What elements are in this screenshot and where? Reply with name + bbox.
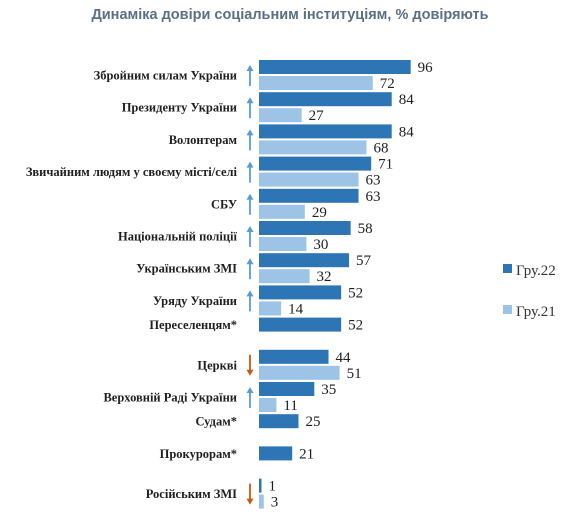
trend-up-arrow-icon	[246, 161, 254, 183]
bar-Гру.21	[259, 204, 305, 219]
bar-Гру.21	[259, 398, 277, 412]
category-label: Переселенцям*	[149, 318, 237, 332]
trend-up-arrow-icon	[246, 65, 254, 86]
data-label: 30	[313, 237, 328, 253]
trend-up-arrow-icon	[246, 129, 254, 151]
data-label: 71	[378, 157, 393, 173]
data-label: 96	[418, 60, 434, 76]
bar-Гру.22	[259, 253, 350, 268]
category-label: Прокурорам*	[160, 447, 237, 461]
bar-Гру.21	[259, 494, 264, 509]
bar-Гру.22	[259, 478, 262, 493]
arrow-head	[246, 498, 254, 505]
category-label: Національній поліції	[118, 230, 238, 244]
bar-Гру.22	[259, 60, 411, 74]
category-label: Волонтерам	[169, 133, 238, 147]
data-label: 21	[299, 446, 314, 462]
category-label: Звичайним людям у своєму місті/селі	[26, 165, 238, 179]
trend-up-arrow-icon	[246, 258, 254, 280]
bar-Гру.22	[259, 92, 392, 107]
data-label: 58	[358, 221, 373, 237]
data-label: 72	[380, 76, 395, 92]
data-label: 68	[373, 140, 388, 156]
data-label: 14	[288, 301, 304, 317]
data-label: 84	[399, 92, 415, 108]
legend-label: Гру.21	[516, 304, 556, 320]
category-label: Судам*	[195, 415, 237, 429]
category-label: СБУ	[211, 197, 237, 211]
data-label: 27	[309, 108, 325, 124]
arrow-head	[246, 161, 254, 168]
bar-Гру.22	[259, 317, 342, 332]
trend-up-arrow-icon	[246, 97, 254, 119]
trend-up-arrow-icon	[246, 387, 254, 408]
category-label: Уряду України	[153, 294, 237, 308]
trend-up-arrow-icon	[246, 290, 254, 312]
arrow-head	[246, 258, 254, 265]
arrow-head	[246, 65, 254, 71]
data-label: 63	[366, 189, 381, 205]
data-label: 3	[271, 495, 279, 511]
arrow-head	[246, 226, 254, 232]
data-label: 32	[317, 269, 332, 285]
bar-Гру.21	[259, 108, 302, 123]
data-label: 84	[399, 124, 415, 140]
data-label: 25	[306, 414, 321, 430]
bar-Гру.22	[259, 156, 372, 171]
trend-up-arrow-icon	[246, 193, 254, 215]
legend-swatch	[503, 305, 512, 314]
bar-Гру.22	[259, 221, 351, 235]
data-label: 35	[321, 382, 336, 398]
bar-Гру.22	[259, 414, 299, 429]
arrow-head	[246, 387, 254, 393]
data-label: 63	[366, 173, 381, 189]
data-label: 11	[283, 398, 297, 414]
bar-Гру.21	[259, 172, 359, 187]
bar-Гру.21	[259, 237, 307, 251]
data-label: 57	[356, 253, 372, 269]
bar-Гру.22	[259, 188, 359, 203]
data-label: 52	[348, 285, 363, 301]
bar-Гру.22	[259, 285, 342, 300]
data-label: 52	[348, 318, 363, 334]
trend-down-arrow-icon	[246, 354, 254, 376]
category-label: Збройним силам України	[94, 69, 237, 83]
data-label: 44	[336, 350, 352, 366]
bar-Гру.21	[259, 269, 310, 284]
legend-label: Гру.22	[516, 263, 556, 279]
bar-Гру.22	[259, 349, 329, 364]
bar-Гру.21	[259, 365, 340, 380]
chart-title: Динаміка довіри соціальним інституціям, …	[91, 7, 488, 23]
data-label: 1	[269, 479, 277, 495]
category-label: Церкві	[197, 358, 237, 372]
data-label: 29	[312, 205, 327, 221]
bars-layer: Збройним силам України 96 72 Президенту Укр…	[26, 60, 433, 511]
category-label: Російським ЗМІ	[146, 487, 237, 501]
bar-Гру.21	[259, 301, 282, 316]
bar-Гру.22	[259, 124, 392, 139]
bar-Гру.22	[259, 446, 293, 461]
legend: Гру.22 Гру.21	[503, 263, 556, 320]
arrow-head	[246, 290, 254, 297]
bar-Гру.21	[259, 140, 367, 155]
arrow-head	[246, 369, 254, 376]
bar-Гру.22	[259, 382, 315, 396]
arrow-head	[246, 129, 254, 136]
bar-Гру.21	[259, 76, 373, 90]
arrow-head	[246, 97, 254, 104]
category-label: Верховній Раді України	[103, 391, 237, 405]
category-label: Президенту України	[122, 101, 237, 115]
arrow-head	[246, 193, 254, 200]
data-label: 51	[347, 366, 362, 382]
trend-up-arrow-icon	[246, 226, 254, 247]
trend-down-arrow-icon	[246, 483, 254, 505]
category-label: Українським ЗМІ	[136, 262, 237, 276]
legend-swatch	[503, 264, 512, 273]
